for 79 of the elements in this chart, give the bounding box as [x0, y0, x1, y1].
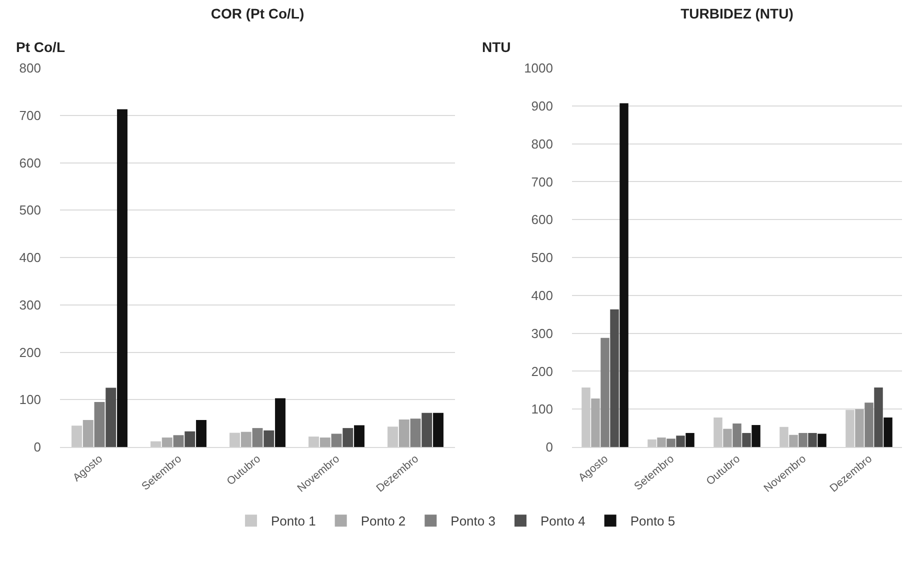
bar	[620, 103, 628, 447]
bar	[686, 432, 694, 447]
chart-title: COR (Pt Co/L)	[210, 5, 304, 22]
bar	[864, 402, 874, 447]
bar	[252, 428, 263, 447]
y-tick-label: 400	[19, 250, 41, 266]
legend-label: Ponto 2	[360, 514, 406, 529]
bar	[331, 434, 342, 447]
y-tick-label: 1000	[524, 60, 553, 76]
y-tick-label: 800	[531, 136, 553, 152]
y-tick-label: 400	[531, 288, 553, 303]
y-tick-label: 900	[531, 98, 553, 114]
bar	[94, 402, 105, 447]
bar	[230, 432, 240, 447]
y-tick-label: 300	[531, 326, 553, 341]
y-tick-label: 500	[19, 202, 41, 218]
bar	[72, 426, 82, 447]
bar	[657, 438, 666, 447]
y-tick-label: 0	[546, 440, 553, 455]
y-tick-label: 200	[531, 364, 553, 379]
bar	[676, 436, 685, 447]
bar	[117, 109, 128, 447]
bar	[723, 428, 732, 447]
bar	[433, 412, 444, 447]
bar	[82, 420, 94, 447]
y-tick-label: 100	[19, 392, 41, 408]
bar	[275, 398, 286, 447]
y-axis-title: NTU	[482, 39, 511, 55]
y-tick-label: 600	[19, 155, 41, 170]
bar	[184, 431, 196, 447]
bar	[610, 309, 619, 447]
bar	[780, 426, 788, 447]
bar	[884, 417, 892, 447]
y-tick-label: 500	[531, 250, 553, 266]
bar	[354, 425, 364, 447]
bar	[714, 417, 722, 447]
y-tick-label: 600	[531, 212, 553, 228]
legend-label: Ponto 4	[540, 514, 586, 529]
bar	[106, 388, 116, 447]
bar	[742, 432, 751, 447]
y-tick-label: 0	[34, 440, 41, 455]
y-tick-label: 800	[19, 60, 41, 76]
legend-label: Ponto 3	[450, 514, 496, 529]
bar	[398, 420, 410, 447]
bar	[591, 398, 600, 447]
legend-label: Ponto 1	[271, 514, 316, 529]
bar	[308, 436, 319, 447]
bar	[320, 438, 330, 447]
bar	[818, 434, 826, 447]
y-axis-title: Pt Co/L	[16, 39, 66, 55]
bar	[582, 388, 590, 447]
bar	[666, 438, 676, 447]
bar	[240, 432, 252, 447]
bar	[798, 432, 808, 447]
bar	[648, 439, 656, 447]
legend-label: Ponto 5	[630, 514, 676, 529]
bar	[600, 338, 610, 447]
y-tick-label: 700	[531, 174, 553, 190]
y-tick-label: 300	[19, 297, 41, 312]
y-tick-label: 100	[531, 402, 553, 417]
bar	[162, 438, 172, 447]
bar	[264, 430, 274, 447]
bar	[789, 434, 798, 447]
bar	[410, 418, 421, 447]
bar	[196, 420, 206, 447]
bar	[342, 428, 354, 447]
bar	[388, 426, 398, 447]
bar	[752, 425, 760, 447]
bar	[855, 409, 864, 447]
bar	[422, 412, 432, 447]
chart-title: TURBIDEZ (NTU)	[680, 5, 794, 22]
y-tick-label: 700	[19, 108, 41, 123]
bar	[732, 424, 742, 447]
bar	[173, 435, 184, 447]
bar	[150, 441, 161, 447]
bar	[808, 432, 817, 447]
bar	[874, 388, 883, 447]
bar	[846, 410, 854, 447]
y-tick-label: 200	[19, 344, 41, 360]
